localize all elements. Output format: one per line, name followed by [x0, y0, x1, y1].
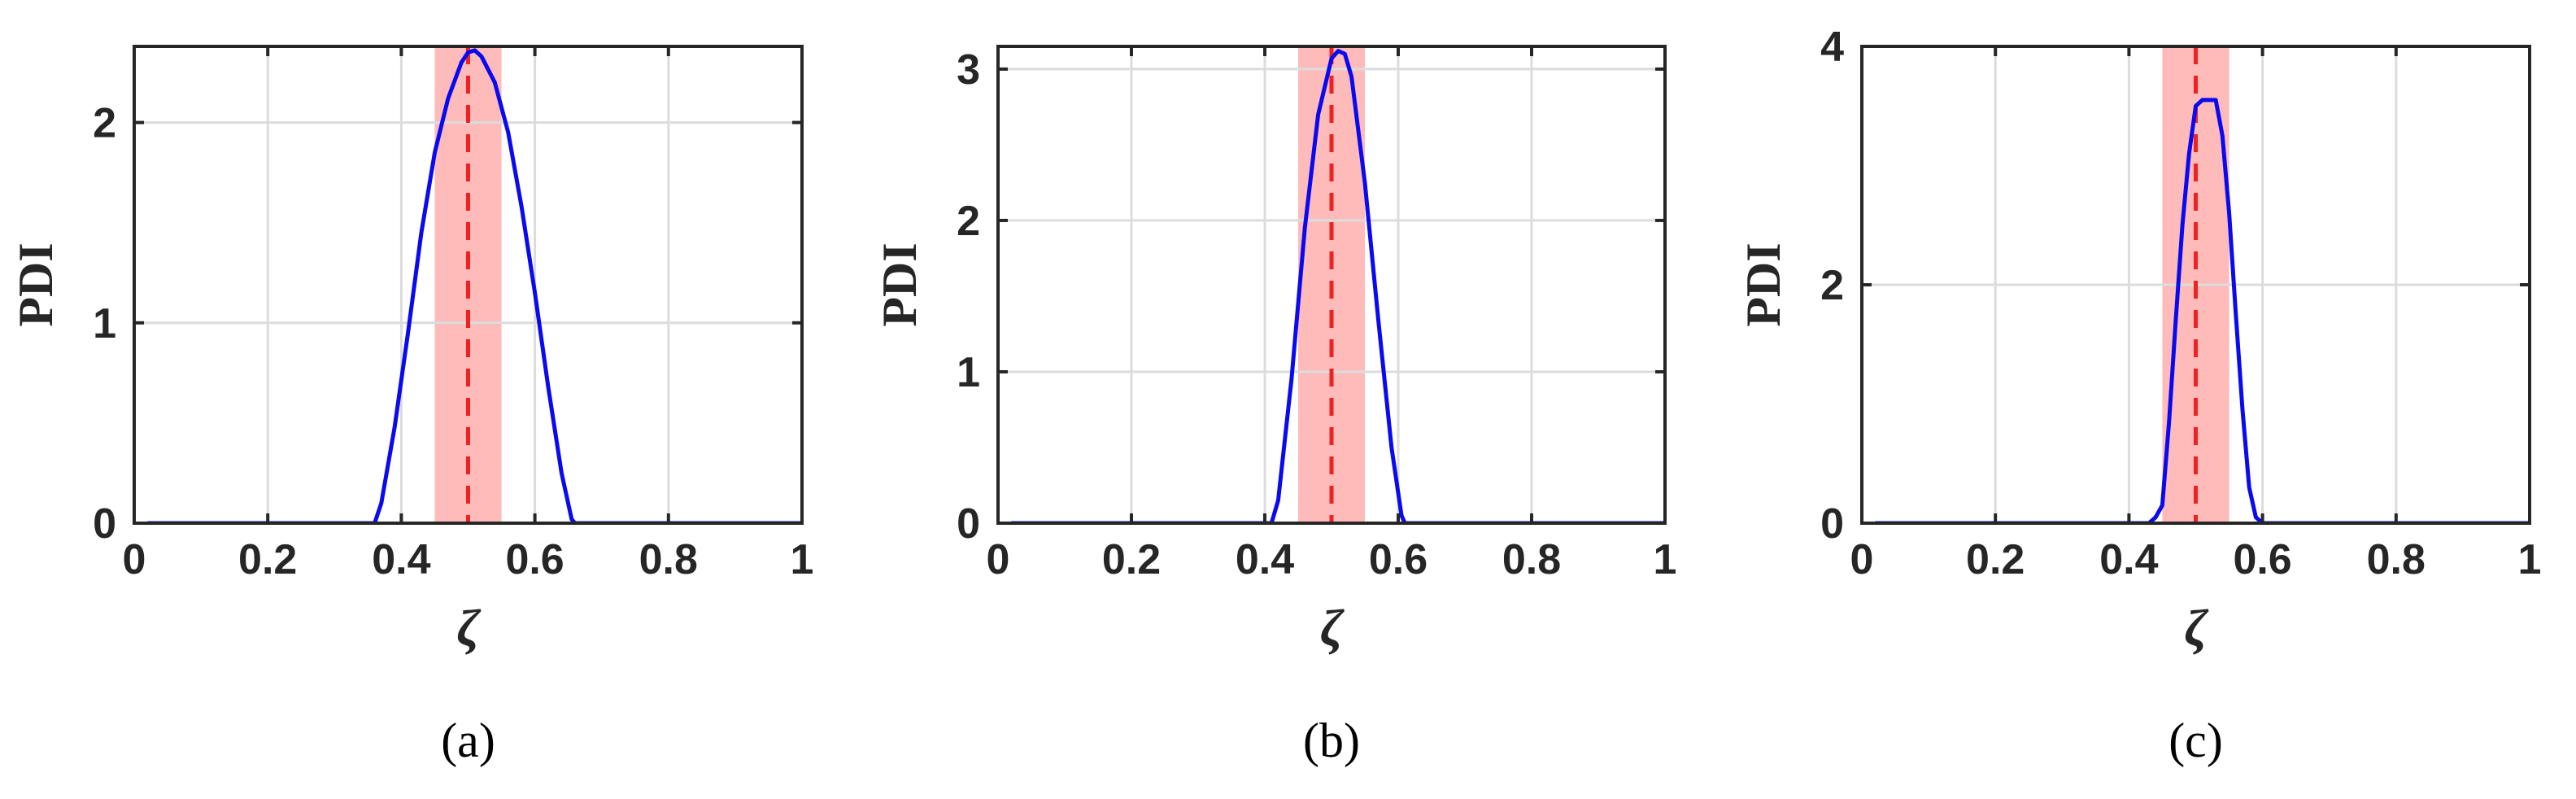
x-tick-label: 0.2: [1102, 536, 1161, 583]
axes-box: [133, 45, 804, 525]
y-tick-label: 0: [957, 500, 980, 548]
data-series-line: [1011, 49, 1665, 523]
x-tick-label: 0.8: [2367, 536, 2426, 583]
x-tick-label: 0: [123, 536, 146, 583]
x-tick-label: 1: [791, 536, 814, 583]
chart-panel-c: 0 0.2 0.4 0.6 0.8 1 0 2 4 ζ PDI (c): [1737, 24, 2542, 767]
y-tick-label: 2: [1820, 262, 1844, 309]
panel-label: (c): [2168, 714, 2223, 767]
chart-panel-a: 0 0.2 0.4 0.6 0.8 1 0 1 2 ζ PDI (a): [9, 45, 814, 767]
y-tick-label: 3: [957, 46, 980, 94]
y-tick-label: 1: [93, 300, 116, 347]
x-tick-label: 0.2: [238, 536, 297, 583]
x-tick-label: 0.2: [1966, 536, 2025, 583]
panel-label: (b): [1303, 714, 1360, 767]
y-tick-label: 2: [93, 100, 116, 147]
y-tick-label: 4: [1820, 24, 1844, 71]
y-tick-label: 1: [957, 349, 980, 396]
x-tick-label: 0: [987, 536, 1010, 583]
x-tick-label: 0.8: [639, 536, 698, 583]
x-tick-label: 0.8: [1502, 536, 1561, 583]
y-tick-label: 0: [93, 500, 116, 548]
x-tick-label: 0.4: [372, 536, 430, 583]
y-tick-label: 2: [957, 198, 980, 245]
y-axis-label: PDI: [9, 242, 63, 326]
x-tick-label: 1: [2518, 536, 2542, 583]
chart-panel-b: 0 0.2 0.4 0.6 0.8 1 0 1 2 3 ζ PDI (b): [873, 45, 1677, 767]
x-tick-label: 0.6: [2233, 536, 2291, 583]
x-tick-label: 0.6: [1369, 536, 1427, 583]
x-tick-label: 0.4: [2099, 536, 2158, 583]
y-axis-label: PDI: [873, 242, 926, 326]
x-axis-label: ζ: [1320, 599, 1345, 657]
x-axis-label: ζ: [456, 599, 482, 657]
y-axis-label: PDI: [1737, 242, 1790, 326]
x-axis-label: ζ: [2184, 599, 2209, 657]
x-tick-label: 0: [1850, 536, 1874, 583]
x-tick-label: 0.4: [1236, 536, 1294, 583]
axes-box: [996, 45, 1667, 525]
x-tick-label: 1: [1654, 536, 1677, 583]
x-tick-label: 0.6: [505, 536, 564, 583]
panel-label: (a): [441, 714, 495, 767]
data-series-line: [1875, 98, 2530, 523]
y-tick-label: 0: [1820, 500, 1844, 548]
